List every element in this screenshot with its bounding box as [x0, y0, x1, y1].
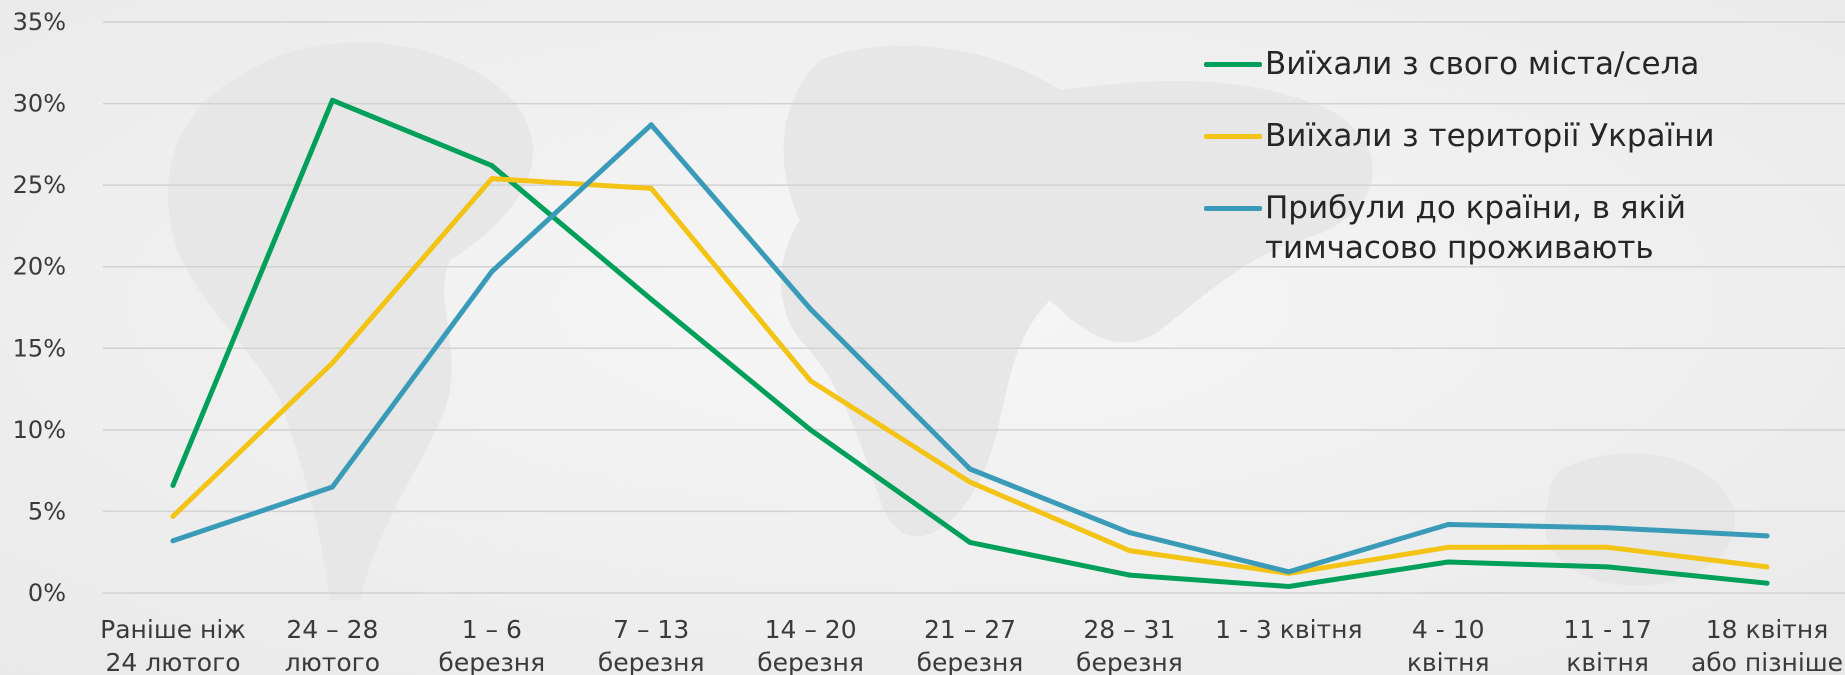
x-tick-label: 21 – 27 березня — [917, 615, 1024, 675]
x-tick-label: 7 – 13 березня — [598, 615, 705, 675]
data-point — [967, 466, 973, 472]
world-map-watermark — [168, 42, 1736, 600]
legend-swatch-0 — [1204, 62, 1262, 67]
data-point — [1605, 525, 1611, 531]
y-tick-label: 30% — [13, 90, 66, 118]
data-point — [808, 306, 814, 312]
data-point — [1286, 583, 1292, 589]
data-point — [1764, 533, 1770, 539]
y-tick-label: 10% — [13, 416, 66, 444]
y-tick-label: 25% — [13, 171, 66, 199]
y-tick-label: 20% — [13, 253, 66, 281]
x-tick-label: 11 - 17 квітня — [1563, 615, 1652, 675]
x-tick-label: Раніше ніж 24 лютого — [100, 615, 246, 675]
data-point — [170, 538, 176, 544]
data-point — [329, 484, 335, 490]
data-point — [170, 482, 176, 488]
legend-swatch-2 — [1204, 206, 1262, 211]
legend-label-1: Виїхали з території України — [1265, 118, 1715, 154]
legend-item-0: Виїхали з свого міста/села — [1204, 44, 1844, 84]
legend-item-2: Прибули до країни, в якій тимчасово прож… — [1204, 188, 1844, 268]
data-point — [1605, 544, 1611, 550]
data-point — [967, 539, 973, 545]
y-tick-label: 35% — [13, 8, 66, 36]
y-axis-ticks: 0% 5% 10% 15% 20% 25% 30% 35% — [13, 8, 66, 607]
x-tick-label: 4 - 10 квітня — [1407, 615, 1490, 675]
legend-swatch-1 — [1204, 134, 1262, 139]
data-point — [1445, 544, 1451, 550]
data-point — [1605, 564, 1611, 570]
data-point — [1445, 521, 1451, 527]
data-point — [1764, 580, 1770, 586]
data-point — [648, 296, 654, 302]
data-point — [329, 97, 335, 103]
data-point — [489, 269, 495, 275]
data-point — [648, 122, 654, 128]
x-tick-label: 1 – 6 березня — [438, 615, 545, 675]
legend-item-1: Виїхали з території України — [1204, 116, 1844, 156]
legend-label-2: Прибули до країни, в якій тимчасово прож… — [1265, 190, 1687, 266]
x-tick-label: 1 - 3 квітня — [1215, 615, 1362, 644]
x-tick-label: 28 – 31 березня — [1076, 615, 1183, 675]
data-point — [489, 176, 495, 182]
data-point — [329, 360, 335, 366]
data-point — [170, 513, 176, 519]
data-point — [1445, 559, 1451, 565]
y-tick-label: 0% — [28, 579, 66, 607]
y-tick-label: 5% — [28, 497, 66, 525]
data-point — [1126, 548, 1132, 554]
legend: Виїхали з свого міста/села Виїхали з тер… — [1204, 44, 1844, 300]
x-tick-label: 18 квітня або пізніше — [1691, 615, 1843, 675]
x-tick-label: 24 – 28 лютого — [285, 615, 380, 675]
data-point — [648, 185, 654, 191]
x-axis-ticks: Раніше ніж 24 лютого 24 – 28 лютого 1 – 6 бер… — [100, 615, 1843, 675]
gridlines — [103, 21, 1845, 594]
data-point — [967, 479, 973, 485]
x-tick-label: 14 – 20 березня — [757, 615, 864, 675]
data-point — [808, 427, 814, 433]
data-point — [489, 163, 495, 169]
data-point — [808, 378, 814, 384]
data-point — [1126, 572, 1132, 578]
legend-label-0: Виїхали з свого міста/села — [1265, 46, 1700, 82]
data-point — [1764, 564, 1770, 570]
y-tick-label: 15% — [13, 334, 66, 362]
data-point — [1286, 569, 1292, 575]
data-point — [1126, 530, 1132, 536]
series-lines — [170, 97, 1770, 589]
